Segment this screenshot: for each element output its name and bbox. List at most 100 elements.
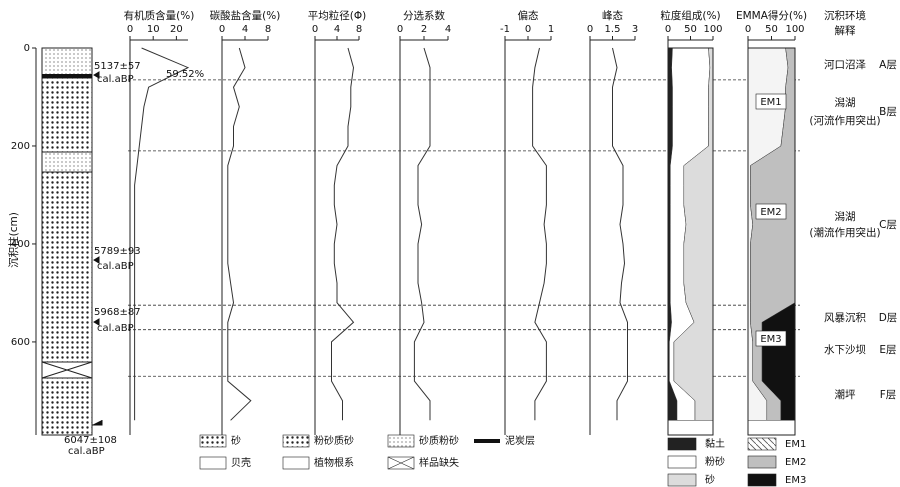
environment: 河口沼泽 [824,58,866,71]
legend-label: 样品缺失 [419,456,459,469]
y-tick-label: 0 [24,43,30,54]
x-tick-label: 0 [587,24,593,35]
y-axis-title: 沉积柱(cm) [7,212,20,268]
date-label: 5137±57 [94,61,141,72]
legend-label: 泥炭层 [505,434,535,447]
y-tick-label: 400 [11,239,30,250]
x-tick-label: 1.5 [605,24,621,35]
environment: 水下沙坝 [824,343,866,356]
x-tick-label: 50 [684,24,697,35]
legend-swatch [199,456,227,470]
layer-label: D层 [879,312,898,324]
legend-swatch [387,434,415,448]
interp-title: 沉积环境 [824,9,866,22]
legend-swatch [282,456,310,470]
environment: 风暴沉积 [824,311,866,324]
date-unit: cal.aBP [97,74,134,85]
legend-label: 砂质粉砂 [419,434,459,447]
lithology-column [41,47,93,436]
layer-label: B层 [879,106,897,118]
x-tick-label: 100 [785,24,804,35]
x-tick-label: 4 [445,24,451,35]
layer-label: A层 [879,59,897,71]
panel-title: 分选系数 [403,9,445,22]
panel-title: 峰态 [602,9,623,22]
x-tick-label: 0 [745,24,751,35]
legend-swatch [747,437,777,451]
x-tick-label: 3 [632,24,638,35]
em-label: EM3 [760,334,781,345]
legend-swatch [199,434,227,448]
y-tick-label: 200 [11,141,30,152]
date-unit: cal.aBP [68,446,105,457]
layer-label: C层 [879,219,897,231]
panel-title: 粒度组成(%) [660,9,720,22]
profile-line [612,47,628,421]
x-tick-label: 10 [147,24,160,35]
legend-swatch [667,473,697,487]
profile-line [532,47,547,421]
layer-label: F层 [880,389,897,401]
x-tick-label: 0 [219,24,225,35]
legend-label: 粉砂质砂 [314,434,354,447]
x-tick-label: 0 [127,24,133,35]
interpretation: 沉积环境 解释 [824,9,866,37]
environment-note: (潮流作用突出) [809,226,880,239]
environment: 潮坪 [835,388,856,401]
legend-label: 砂 [231,434,241,447]
legend-label: 黏土 [705,437,725,450]
x-tick-label: 0 [312,24,318,35]
legend-cross [387,456,415,470]
x-tick-label: -1 [500,24,510,35]
date-label: 5789±93 [94,246,141,257]
x-tick-label: 8 [265,24,271,35]
panel-title: 平均粒径(Φ) [308,9,366,22]
x-tick-label: 20 [170,24,183,35]
panel-title: 偏态 [518,9,539,22]
legend-swatch [747,473,777,487]
x-tick-label: 2 [421,24,427,35]
profile-line [227,47,252,421]
em-label: EM2 [760,207,781,218]
legend-label: 粉砂 [705,455,725,468]
legend-label: EM3 [785,475,806,486]
panel-title: 碳酸盐含量(%) [210,9,281,22]
profile-line [134,47,190,421]
legend-swatch [747,455,777,469]
environment: 潟湖 [835,96,856,109]
date-unit: cal.aBP [97,323,134,334]
legend-label: EM2 [785,457,806,468]
date-label: 5968±87 [94,307,141,318]
legend-swatch [282,434,310,448]
interp-subtitle: 解释 [835,24,856,37]
x-tick-label: 4 [334,24,340,35]
legend-label: 植物根系 [314,456,354,469]
panel-title: 有机质含量(%) [124,9,195,22]
legend-swatch [667,437,697,451]
x-tick-label: 50 [765,24,778,35]
x-tick-label: 0 [665,24,671,35]
x-tick-label: 1 [548,24,554,35]
legend-swatch [474,439,500,443]
date-unit: cal.aBP [97,261,134,272]
annotation: 59.52% [166,69,204,80]
em-label-box [755,203,787,220]
em-label-box [755,93,787,110]
x-tick-label: 100 [703,24,722,35]
panel-title: EMMA得分(%) [736,10,807,22]
x-tick-label: 8 [356,24,362,35]
environment-note: (河流作用突出) [809,114,880,127]
x-tick-label: 0 [397,24,403,35]
layer-label: E层 [879,344,896,356]
dates: 5137±57 cal.aBP 5789±93 cal.aBP 5968±87 … [64,61,141,457]
x-tick-label: 4 [242,24,248,35]
em-label-box [755,330,787,347]
date-label: 6047±108 [64,435,117,446]
legend-label: 贝壳 [231,456,251,469]
legend-label: EM1 [785,439,806,450]
environment: 潟湖 [835,210,856,223]
y-tick-label: 600 [11,337,30,348]
em-label: EM1 [760,97,781,108]
profile-line [331,47,355,421]
